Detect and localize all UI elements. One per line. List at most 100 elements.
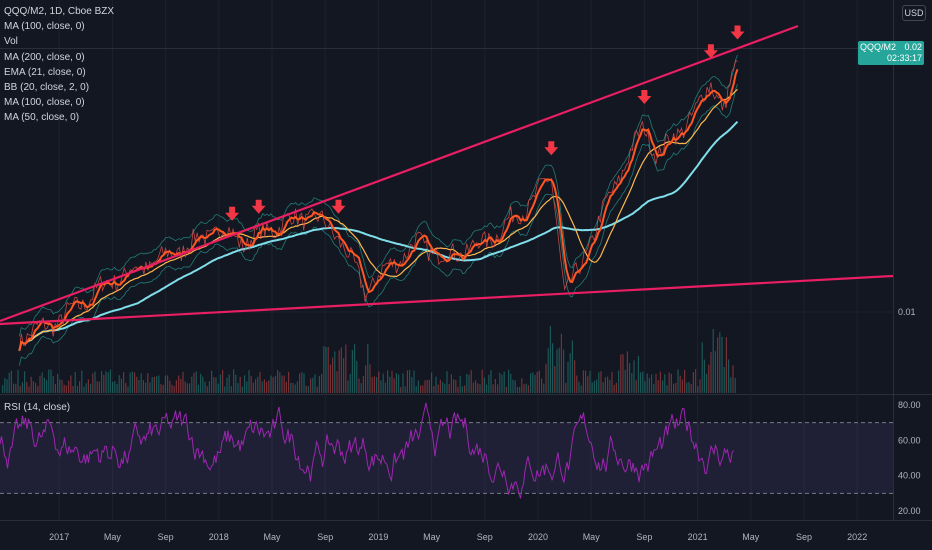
volume-bar xyxy=(686,382,688,393)
volume-bar xyxy=(120,378,122,393)
volume-bar xyxy=(398,374,400,393)
volume-bar xyxy=(114,381,116,393)
volume-bar xyxy=(228,374,230,393)
volume-bar xyxy=(543,383,545,393)
legend-ma50[interactable]: MA (50, close, 0) xyxy=(4,112,80,124)
volume-bar xyxy=(406,370,408,393)
volume-bar xyxy=(96,381,98,393)
volume-bar xyxy=(277,369,279,393)
volume-bar xyxy=(371,377,373,393)
volume-bar xyxy=(453,379,455,393)
volume-bar xyxy=(723,367,725,393)
volume-bar xyxy=(629,363,631,393)
volume-bar xyxy=(15,384,17,393)
legend-ma200[interactable]: MA (200, close, 0) xyxy=(4,51,85,63)
legend-bb[interactable]: BB (20, close, 2, 0) xyxy=(4,82,90,94)
volume-bar xyxy=(712,329,714,393)
volume-bar xyxy=(728,359,730,393)
volume-bar xyxy=(255,379,257,393)
volume-bar xyxy=(468,374,470,393)
volume-bar xyxy=(356,360,358,393)
volume-bar xyxy=(347,380,349,393)
volume-bar xyxy=(391,370,393,393)
volume-bar xyxy=(510,373,512,393)
volume-bar xyxy=(257,376,259,393)
volume-bar xyxy=(32,381,34,393)
volume-bar xyxy=(690,384,692,393)
currency-button[interactable]: USD xyxy=(902,5,926,21)
volume-bar xyxy=(151,377,153,393)
volume-bar xyxy=(582,370,584,393)
volume-bar xyxy=(450,374,452,393)
volume-bar xyxy=(237,383,239,393)
volume-bar xyxy=(338,350,340,393)
volume-bar xyxy=(94,371,96,393)
x-tick-label: 2018 xyxy=(209,532,229,542)
volume-bar xyxy=(512,379,514,393)
volume-bar xyxy=(343,358,345,393)
volume-bar xyxy=(259,371,261,393)
chart-legend: QQQ/M2, 1D, Cboe BZX MA (100, close, 0) … xyxy=(4,4,114,126)
volume-bar xyxy=(587,376,589,393)
volume-bar xyxy=(310,378,312,393)
volume-bar xyxy=(360,383,362,393)
upper-trendline xyxy=(0,24,799,323)
volume-bar xyxy=(439,379,441,393)
volume-bar xyxy=(39,375,41,393)
volume-bar xyxy=(109,369,111,393)
volume-bar xyxy=(103,374,105,393)
volume-bar xyxy=(336,371,338,393)
legend-ma100[interactable]: MA (100, close, 0) xyxy=(4,21,85,33)
volume-bar xyxy=(48,369,50,393)
volume-bar xyxy=(294,384,296,393)
volume-bar xyxy=(321,373,323,393)
volume-bar xyxy=(63,384,65,393)
volume-bar xyxy=(613,384,615,393)
volume-bar xyxy=(428,379,430,393)
volume-bar xyxy=(204,381,206,393)
volume-bar xyxy=(59,379,61,393)
volume-bar xyxy=(213,377,215,393)
volume-bar xyxy=(131,371,133,393)
legend-symbol[interactable]: QQQ/M2, 1D, Cboe BZX xyxy=(4,6,115,17)
volume-bar xyxy=(373,376,375,393)
volume-bar xyxy=(466,373,468,393)
rsi-legend[interactable]: RSI (14, close) xyxy=(4,402,71,413)
peak-markers xyxy=(225,25,745,221)
legend-ma100b[interactable]: MA (100, close, 0) xyxy=(4,97,85,109)
x-tick-label: Sep xyxy=(477,532,493,542)
volume-bar xyxy=(272,377,274,393)
volume-bar xyxy=(708,364,710,393)
volume-bar xyxy=(329,364,331,393)
volume-bar xyxy=(642,371,644,393)
volume-bar xyxy=(717,337,719,393)
x-axis: 2017 May Sep 2018 May Sep 2019 May Sep 2020 May Sep… xyxy=(49,532,867,542)
volume-bar xyxy=(30,376,32,393)
volume-bar xyxy=(593,380,595,393)
volume-bar xyxy=(288,371,290,393)
volume-bar xyxy=(46,380,48,393)
volume-bar xyxy=(494,378,496,393)
volume-bar xyxy=(706,373,708,393)
volume-bar xyxy=(145,382,147,393)
volume-bar xyxy=(521,378,523,393)
legend-volume[interactable]: Vol xyxy=(4,36,18,48)
legend-ema21[interactable]: EMA (21, close, 0) xyxy=(4,66,86,78)
volume-bar xyxy=(127,386,129,393)
volume-bar xyxy=(459,375,461,393)
volume-bar xyxy=(501,374,503,393)
volume-bar xyxy=(699,379,701,393)
volume-bar xyxy=(549,325,551,393)
volume-bar xyxy=(464,385,466,393)
volume-bar xyxy=(292,383,294,393)
volume-bar xyxy=(481,369,483,393)
volume-bar xyxy=(384,382,386,393)
volume-bar xyxy=(171,384,173,393)
volume-bar xyxy=(725,337,727,393)
volume-bar xyxy=(378,371,380,393)
volume-bar xyxy=(158,375,160,393)
peak-arrow xyxy=(331,199,346,214)
volume-bar xyxy=(316,386,318,393)
x-tick-label: May xyxy=(423,532,441,542)
